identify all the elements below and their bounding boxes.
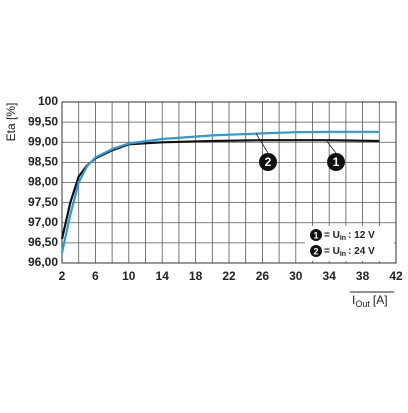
x-tick-label: 30: [289, 269, 303, 283]
y-tick-label: 96,50: [28, 235, 58, 249]
legend-marker: [310, 229, 322, 241]
x-tick-label: 42: [389, 269, 403, 283]
legend-marker-number: 1: [313, 230, 318, 240]
legend-label: = UIn: 12 V: [324, 230, 375, 242]
x-tick-label: 2: [59, 269, 66, 283]
legend-marker-number: 2: [313, 246, 318, 256]
callout-circle: [327, 153, 345, 171]
callout-number: 1: [333, 155, 340, 169]
legend-sub: In: [340, 251, 346, 258]
x-tick-label: 34: [323, 269, 337, 283]
callout-leader: [325, 139, 337, 154]
y-tick-label: 97,00: [28, 215, 58, 229]
y-tick-label: 99,50: [28, 114, 58, 128]
y-tick-label: 96,00: [28, 255, 58, 269]
y-tick-label: 97,50: [28, 195, 58, 209]
x-label-sub: Out: [355, 299, 370, 309]
legend-symbol: = U: [324, 246, 340, 257]
y-tick-label: 98,00: [28, 175, 58, 189]
x-axis-label: IOut [A]: [352, 293, 388, 309]
x-tick-label: 38: [356, 269, 370, 283]
callout-number: 2: [265, 155, 272, 169]
legend-rest: : 24 V: [348, 246, 375, 257]
x-label-main: I: [352, 293, 355, 307]
x-label-unit: [A]: [373, 293, 388, 307]
x-tick-label: 22: [222, 269, 236, 283]
legend-rest: : 12 V: [348, 230, 375, 241]
legend-symbol: = U: [324, 230, 340, 241]
legend-sub: In: [340, 235, 346, 242]
series-line: [60, 130, 380, 254]
legend-label: = UIn: 24 V: [324, 246, 375, 258]
callout-leader: [255, 133, 269, 154]
callout-circle: [259, 153, 277, 171]
x-tick-label: 6: [92, 269, 99, 283]
y-tick-label: 99,00: [28, 134, 58, 148]
x-tick-label: 10: [122, 269, 136, 283]
y-tick-label: 98,50: [28, 155, 58, 169]
x-tick-label: 14: [156, 269, 170, 283]
y-axis-label: Eta [%]: [4, 103, 18, 142]
x-tick-label: 18: [189, 269, 203, 283]
y-tick-label: 100: [38, 94, 58, 108]
x-tick-label: 26: [256, 269, 270, 283]
plot-frame: [61, 101, 397, 264]
legend-marker: [310, 245, 322, 257]
